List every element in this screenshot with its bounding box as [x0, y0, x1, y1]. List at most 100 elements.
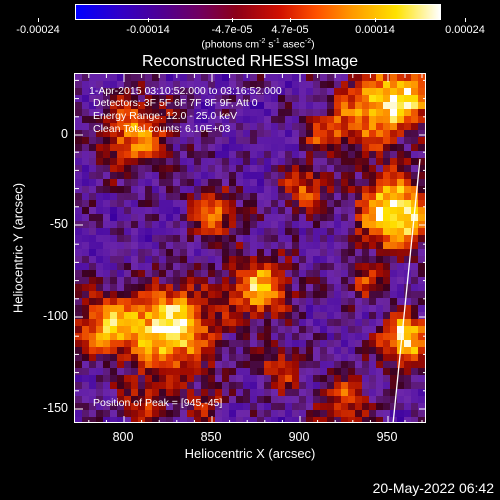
- heatmap-cell: [404, 312, 411, 319]
- heatmap-cell: [208, 137, 215, 144]
- heatmap-cell: [166, 333, 173, 340]
- heatmap-cell: [138, 179, 145, 186]
- heatmap-cell: [306, 340, 313, 347]
- heatmap-cell: [110, 102, 117, 109]
- heatmap-cell: [383, 263, 390, 270]
- heatmap-cell: [96, 361, 103, 368]
- heatmap-cell: [278, 172, 285, 179]
- heatmap-cell: [187, 417, 194, 422]
- heatmap-cell: [390, 165, 397, 172]
- heatmap-cell: [418, 347, 425, 354]
- heatmap-cell: [201, 382, 208, 389]
- heatmap-cell: [320, 207, 327, 214]
- heatmap-cell: [96, 319, 103, 326]
- heatmap-cell: [250, 326, 257, 333]
- heatmap-cell: [306, 200, 313, 207]
- heatmap-cell: [215, 130, 222, 137]
- heatmap-cell: [355, 88, 362, 95]
- heatmap-cell: [250, 123, 257, 130]
- heatmap-cell: [264, 200, 271, 207]
- heatmap-cell: [103, 186, 110, 193]
- heatmap-cell: [159, 277, 166, 284]
- heatmap-cell: [152, 298, 159, 305]
- heatmap-cell: [89, 130, 96, 137]
- heatmap-cell: [285, 179, 292, 186]
- heatmap-cell: [89, 319, 96, 326]
- heatmap-cell: [180, 151, 187, 158]
- heatmap-cell: [313, 144, 320, 151]
- heatmap-cell: [278, 193, 285, 200]
- heatmap-cell: [96, 375, 103, 382]
- heatmap-cell: [278, 221, 285, 228]
- heatmap-cell: [383, 207, 390, 214]
- heatmap-cell: [355, 81, 362, 88]
- heatmap-cell: [236, 284, 243, 291]
- heatmap-cell: [257, 81, 264, 88]
- heatmap-cell: [397, 186, 404, 193]
- heatmap-cell: [159, 102, 166, 109]
- heatmap-cell: [215, 144, 222, 151]
- heatmap-cell: [404, 95, 411, 102]
- heatmap-cell: [369, 333, 376, 340]
- heatmap-cell: [236, 116, 243, 123]
- heatmap-cell: [117, 298, 124, 305]
- heatmap-cell: [236, 137, 243, 144]
- heatmap-cell: [110, 417, 117, 422]
- heatmap-cell: [397, 74, 404, 81]
- heatmap-cell: [187, 109, 194, 116]
- heatmap-cell: [215, 74, 222, 81]
- heatmap-cell: [341, 109, 348, 116]
- heatmap-cell: [201, 396, 208, 403]
- heatmap-cell: [173, 158, 180, 165]
- heatmap-cell: [201, 228, 208, 235]
- heatmap-cell: [145, 165, 152, 172]
- heatmap-cell: [103, 95, 110, 102]
- heatmap-cell: [75, 158, 82, 165]
- heatmap-cell: [369, 88, 376, 95]
- heatmap-cell: [124, 249, 131, 256]
- heatmap-cell: [355, 130, 362, 137]
- heatmap-cell: [320, 165, 327, 172]
- heatmap-cell: [222, 235, 229, 242]
- heatmap-cell: [341, 221, 348, 228]
- heatmap-cell: [222, 137, 229, 144]
- heatmap-cell: [397, 228, 404, 235]
- heatmap-cell: [418, 319, 425, 326]
- heatmap-cell: [138, 403, 145, 410]
- heatmap-cell: [341, 88, 348, 95]
- heatmap-cell: [278, 389, 285, 396]
- heatmap-cell: [362, 130, 369, 137]
- heatmap-cell: [215, 137, 222, 144]
- heatmap-cell: [236, 333, 243, 340]
- heatmap-cell: [320, 277, 327, 284]
- heatmap-cell: [117, 389, 124, 396]
- heatmap-cell: [208, 193, 215, 200]
- heatmap-cell: [376, 291, 383, 298]
- heatmap-cell: [362, 361, 369, 368]
- heatmap-cell: [89, 137, 96, 144]
- heatmap-cell: [243, 284, 250, 291]
- heatmap-cell: [397, 319, 404, 326]
- heatmap-cell: [236, 305, 243, 312]
- heatmap-cell: [355, 158, 362, 165]
- heatmap-cell: [124, 172, 131, 179]
- heatmap-cell: [292, 200, 299, 207]
- heatmap-cell: [187, 123, 194, 130]
- heatmap-cell: [313, 235, 320, 242]
- heatmap-cell: [194, 102, 201, 109]
- heatmap-cell: [229, 158, 236, 165]
- heatmap-cell: [425, 277, 426, 284]
- heatmap-cell: [243, 123, 250, 130]
- heatmap-cell: [166, 389, 173, 396]
- heatmap-cell: [243, 410, 250, 417]
- heatmap-cell: [89, 326, 96, 333]
- heatmap-cell: [110, 354, 117, 361]
- heatmap-cell: [292, 326, 299, 333]
- heatmap-cell: [383, 270, 390, 277]
- heatmap-cell: [173, 186, 180, 193]
- heatmap-cell: [425, 389, 426, 396]
- heatmap-cell: [159, 263, 166, 270]
- heatmap-cell: [390, 193, 397, 200]
- heatmap-cell: [166, 361, 173, 368]
- heatmap-cell: [278, 235, 285, 242]
